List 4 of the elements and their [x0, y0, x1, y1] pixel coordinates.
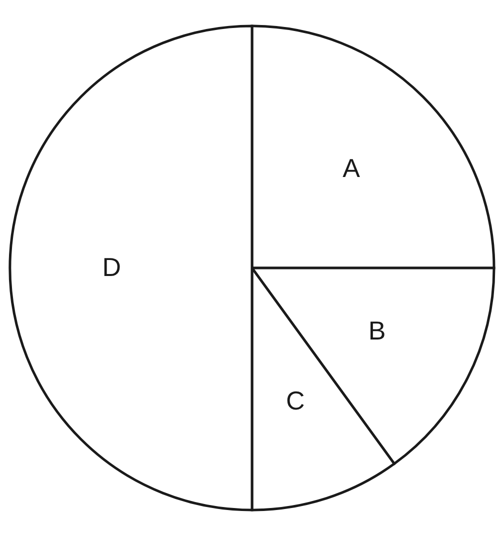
slice-label: C: [286, 385, 305, 416]
slice-label: B: [368, 316, 386, 346]
slice-label: A: [342, 152, 361, 183]
slice-label: D: [102, 252, 122, 282]
